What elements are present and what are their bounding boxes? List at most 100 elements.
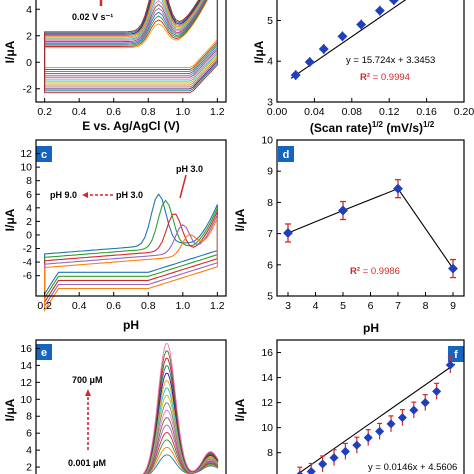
panel-f-point: [386, 419, 396, 429]
panel-b-point: [290, 70, 301, 81]
panel-e-frame: [35, 339, 227, 474]
panel-e-curve: [142, 365, 219, 474]
panel-e-ytick-label: 10: [20, 394, 32, 406]
panel-d-xtick-label: 5: [340, 300, 346, 312]
panel-d-ytick-label: 6: [267, 259, 273, 271]
panel-e-ytick-label: 4: [26, 445, 32, 457]
panel-e-ytick-label: 8: [26, 411, 32, 423]
panel-e-curve: [142, 342, 219, 474]
panel-c-axes: 0.2 0.4 0.6 0.8 1.0 1.2 -6-4 -2 02 46 810 12: [20, 139, 227, 312]
panel-c-label-badge: [36, 146, 52, 162]
panel-f-data: [295, 356, 456, 474]
panel-d-ylabel: I/μA: [233, 208, 247, 231]
panel-d-xtick-label: 9: [450, 300, 456, 312]
panel-b-xtick-label: 0.12: [379, 106, 400, 118]
panel-c-ytick-label: 6: [26, 189, 32, 201]
panel-c-xtick-label: 0.6: [106, 300, 121, 312]
panel-b-r2-label: R²: [360, 72, 370, 83]
panel-b-data: [290, 0, 407, 81]
panel-b-frame: [276, 0, 465, 103]
panel-e-ylabel: I/μA: [3, 398, 17, 421]
panel-f-equation: y = 0.0146x + 4.5606: [368, 462, 457, 473]
panel-c-annotation-ph3: pH 3.0: [116, 190, 143, 200]
panel-d-axes: 3 4 5 6 7 8 9 5 6 7 8 9 10: [261, 135, 465, 312]
panel-c-arrowhead: [82, 192, 88, 198]
panel-c-ytick-label: 0: [26, 229, 32, 241]
panel-f-frame: [276, 339, 465, 474]
panel-b-r2-value: = 0.9994: [370, 72, 410, 83]
panel-c-xtick-label: 1.2: [210, 300, 225, 312]
panel-c-pointer: [179, 174, 187, 199]
panel-d-line: [287, 187, 454, 269]
panel-d-ytick-label: 7: [267, 228, 273, 240]
panel-b-r2: R² = 0.9994: [360, 72, 410, 83]
panel-f-point: [375, 426, 385, 436]
panel-c-xtick-label: 0.8: [141, 300, 156, 312]
panel-c-annotation-ph9: pH 9.0: [50, 190, 77, 200]
panel-e-curve: [142, 357, 219, 474]
panel-a-xtick-label: 0.8: [141, 106, 156, 118]
panel-d-label-badge: [278, 146, 294, 162]
panel-d-xtick-label: 4: [313, 300, 319, 312]
panel-a: I/μA 0.02 V s⁻¹ 0.2 0.4 0.6 0.8 1.0 1.2-2024 …: [3, 0, 227, 133]
panel-b-point: [304, 57, 315, 67]
panel-a-xtick-label: 1.2: [210, 106, 225, 118]
panel-c-ytick-label: 4: [26, 202, 32, 214]
panel-e-curves: [142, 342, 219, 474]
panel-c-xlabel: pH: [123, 318, 139, 332]
panel-d-ytick-label: 5: [267, 291, 273, 303]
panel-b-ytick-label: 3: [267, 97, 273, 109]
panel-b-equation: y = 15.724x + 3.3453: [346, 55, 435, 66]
panel-a-ylabel: I/μA: [3, 40, 17, 63]
panel-b-xtick-label: 0.08: [342, 106, 363, 118]
panel-a-ytick-label: 0: [26, 57, 32, 69]
panel-a-xlabel: E vs. Ag/AgCl (V): [82, 119, 180, 133]
panel-f-ytick-label: 12: [261, 397, 273, 409]
panel-a-ytick-label: -2: [23, 83, 32, 95]
panel-f-axes: 6 8 10 12 14 16: [261, 339, 465, 474]
panel-f-point: [318, 459, 328, 469]
panel-d-data: [283, 179, 458, 279]
panel-c-label: c: [41, 149, 47, 161]
panel-f-fit-line: [296, 363, 456, 474]
panel-d-ytick-label: 8: [267, 197, 273, 209]
panel-b-point: [388, 0, 399, 6]
panel-d-point: [338, 205, 348, 216]
panel-e-ytick-label: 12: [20, 377, 32, 389]
panel-d-r2-label: R²: [350, 266, 360, 277]
panel-e-ytick-label: 14: [20, 360, 32, 372]
panel-b-xtick-label: 0.00: [267, 106, 288, 118]
panel-b-ytick-label: 5: [267, 15, 273, 27]
panel-d-point: [283, 228, 293, 238]
panel-d-xtick-label: 8: [423, 300, 429, 312]
panel-b-ytick-label: 4: [267, 56, 273, 68]
panel-b-xtick-label: 0.16: [416, 106, 437, 118]
panel-d-r2: R² = 0.9986: [350, 266, 400, 277]
panel-a-xtick-label: 1.0: [176, 106, 191, 118]
panel-f-ytick-label: 16: [261, 347, 273, 359]
panel-b-point: [318, 44, 329, 54]
panel-a-xtick-label: 0.6: [106, 106, 121, 118]
panel-f-point: [409, 405, 419, 415]
panel-d-ytick-label: 9: [267, 166, 273, 178]
panel-c-curve: [44, 199, 218, 300]
panel-c-ylabel: I/μA: [3, 208, 17, 231]
panel-d-label: d: [283, 149, 290, 161]
panel-f-point: [306, 466, 316, 474]
panel-b-point: [374, 5, 385, 16]
panel-d-xtick-label: 6: [368, 300, 374, 312]
panel-c-ytick-label: -4: [23, 257, 32, 269]
panel-d: d I/μA 3 4 5 6 7 8 9 5 6 7 8 9 10 R² = 0.9986 pH: [233, 135, 465, 335]
panel-f-ytick-label: 6: [267, 472, 273, 474]
panel-c-ytick-label: -6: [23, 270, 32, 282]
panel-a-frame: [35, 0, 227, 103]
panel-c-curve: [44, 217, 218, 313]
panel-a-axes: 0.2 0.4 0.6 0.8 1.0 1.2 -2 0 2 4: [23, 0, 227, 118]
panel-c-curve: [44, 193, 218, 296]
panel-a-xtick-label: 0.2: [37, 106, 52, 118]
panel-d-point: [448, 263, 458, 274]
panel-e-annotation-high: 700 μM: [72, 375, 103, 385]
panel-f-ytick-label: 14: [261, 372, 273, 384]
panel-f-point: [397, 413, 407, 423]
